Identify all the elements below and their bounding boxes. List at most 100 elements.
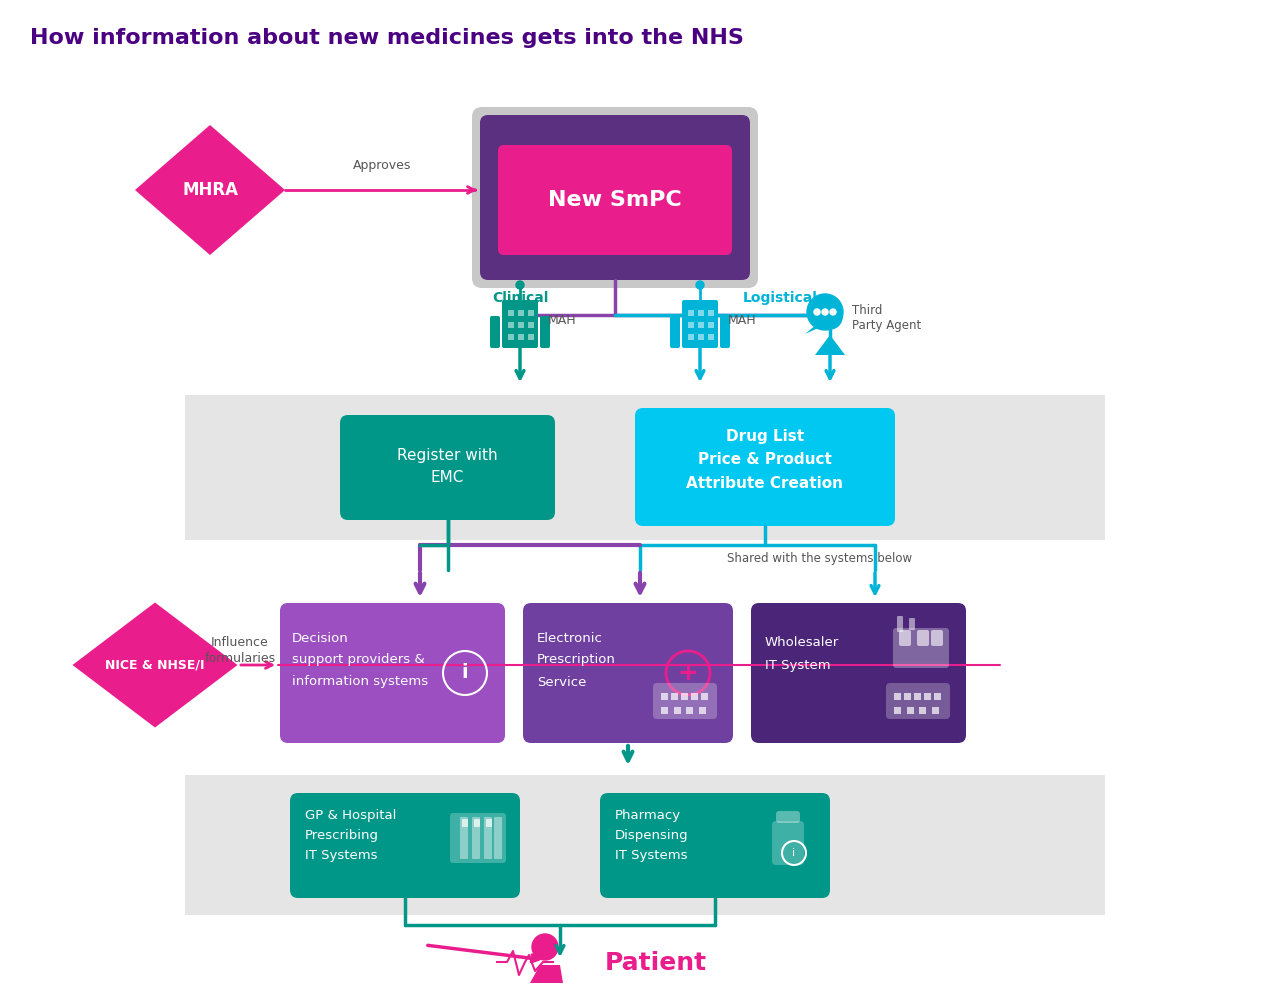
FancyBboxPatch shape (540, 316, 550, 348)
FancyBboxPatch shape (916, 630, 929, 646)
Bar (701, 693, 708, 700)
FancyBboxPatch shape (490, 316, 500, 348)
Text: Third
Party Agent: Third Party Agent (852, 304, 922, 332)
Text: MHRA: MHRA (182, 181, 238, 199)
Bar (689, 322, 694, 328)
Bar (932, 707, 940, 714)
Bar (529, 310, 534, 316)
Text: information systems: information systems (292, 676, 428, 688)
FancyBboxPatch shape (600, 793, 829, 898)
Circle shape (814, 309, 820, 315)
Text: IT System: IT System (765, 658, 831, 672)
Bar (708, 322, 714, 328)
Text: New SmPC: New SmPC (548, 190, 682, 210)
Text: Clinical: Clinical (492, 291, 548, 305)
FancyBboxPatch shape (498, 145, 732, 255)
Text: support providers &: support providers & (292, 654, 425, 666)
Bar (518, 310, 524, 316)
Text: MAH: MAH (548, 314, 576, 326)
Polygon shape (530, 965, 563, 983)
Text: Shared with the systems below: Shared with the systems below (727, 552, 913, 565)
FancyBboxPatch shape (893, 628, 948, 668)
Text: Prescribing: Prescribing (305, 828, 379, 842)
Text: NICE & NHSE/I: NICE & NHSE/I (105, 658, 205, 672)
Bar (681, 693, 689, 700)
Text: Wholesaler: Wholesaler (765, 637, 840, 650)
FancyBboxPatch shape (472, 817, 480, 859)
Bar (671, 693, 678, 700)
Text: Dispensing: Dispensing (614, 828, 689, 842)
FancyBboxPatch shape (291, 793, 520, 898)
Text: Patient: Patient (605, 951, 707, 975)
Bar (689, 334, 694, 340)
Bar (893, 693, 901, 700)
Bar (934, 693, 941, 700)
Bar (529, 322, 534, 328)
FancyBboxPatch shape (751, 603, 966, 743)
FancyBboxPatch shape (494, 817, 502, 859)
Text: formularies: formularies (205, 652, 275, 666)
Bar (508, 310, 515, 316)
Bar (924, 693, 931, 700)
Text: Price & Product: Price & Product (698, 452, 832, 468)
Circle shape (829, 309, 836, 315)
Bar (906, 707, 914, 714)
Text: Logistical: Logistical (742, 291, 818, 305)
FancyBboxPatch shape (280, 603, 506, 743)
Circle shape (818, 305, 842, 329)
Circle shape (822, 309, 828, 315)
FancyBboxPatch shape (502, 300, 538, 348)
Bar (708, 310, 714, 316)
FancyBboxPatch shape (931, 630, 943, 646)
FancyBboxPatch shape (460, 817, 468, 859)
FancyBboxPatch shape (776, 811, 800, 823)
Circle shape (532, 934, 558, 960)
Bar (698, 310, 704, 316)
Text: How information about new medicines gets into the NHS: How information about new medicines gets… (29, 28, 744, 48)
Bar (186, 395, 1105, 540)
Text: Electronic: Electronic (538, 632, 603, 645)
FancyBboxPatch shape (886, 683, 950, 719)
FancyBboxPatch shape (635, 408, 895, 526)
Text: i: i (462, 664, 468, 682)
FancyBboxPatch shape (897, 616, 902, 632)
FancyBboxPatch shape (484, 817, 492, 859)
Bar (518, 334, 524, 340)
Bar (698, 322, 704, 328)
Circle shape (696, 281, 704, 289)
Bar (673, 707, 681, 714)
Polygon shape (805, 324, 827, 334)
Text: Influence: Influence (211, 637, 269, 650)
Text: i: i (792, 848, 796, 858)
FancyBboxPatch shape (462, 819, 468, 827)
FancyBboxPatch shape (719, 316, 730, 348)
Polygon shape (134, 125, 285, 255)
Text: IT Systems: IT Systems (614, 848, 687, 861)
Text: Prescription: Prescription (538, 654, 616, 666)
FancyBboxPatch shape (480, 115, 750, 280)
Bar (698, 334, 704, 340)
Bar (686, 707, 694, 714)
Bar (186, 775, 1105, 915)
Text: Attribute Creation: Attribute Creation (686, 477, 844, 491)
Bar (919, 707, 927, 714)
Bar (508, 334, 515, 340)
FancyBboxPatch shape (682, 300, 718, 348)
Bar (708, 334, 714, 340)
Text: GP & Hospital: GP & Hospital (305, 808, 397, 822)
FancyBboxPatch shape (451, 813, 506, 863)
Text: +: + (677, 661, 699, 685)
Text: Approves: Approves (353, 159, 412, 172)
Bar (660, 693, 668, 700)
Polygon shape (815, 335, 845, 355)
Bar (893, 707, 901, 714)
Bar (691, 693, 698, 700)
Polygon shape (73, 602, 238, 728)
FancyBboxPatch shape (472, 107, 758, 288)
FancyBboxPatch shape (474, 819, 480, 827)
Bar (518, 322, 524, 328)
Text: Decision: Decision (292, 632, 348, 645)
Bar (914, 693, 922, 700)
FancyBboxPatch shape (486, 819, 492, 827)
FancyBboxPatch shape (340, 415, 556, 520)
